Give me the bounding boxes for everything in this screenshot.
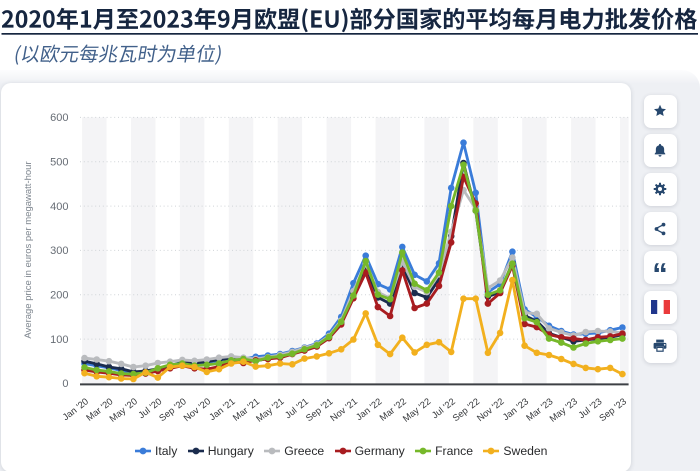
svg-text:Nov '22: Nov '22 [475, 396, 506, 423]
svg-text:100: 100 [50, 334, 68, 346]
svg-text:Nov '20: Nov '20 [182, 396, 213, 423]
svg-text:300: 300 [50, 245, 68, 257]
svg-text:500: 500 [50, 157, 68, 169]
svg-text:400: 400 [50, 201, 68, 213]
svg-text:0: 0 [62, 378, 68, 390]
svg-text:Average price in euros per meg: Average price in euros per megawatt-hour [23, 161, 34, 338]
svg-text:Sep '23: Sep '23 [597, 396, 628, 423]
svg-text:Nov '21: Nov '21 [328, 396, 359, 423]
svg-text:600: 600 [50, 112, 68, 124]
svg-text:May '22: May '22 [401, 396, 433, 424]
svg-text:May '21: May '21 [254, 396, 286, 424]
svg-text:May '23: May '23 [548, 396, 580, 424]
svg-text:May '20: May '20 [108, 396, 140, 424]
svg-text:200: 200 [50, 290, 68, 302]
